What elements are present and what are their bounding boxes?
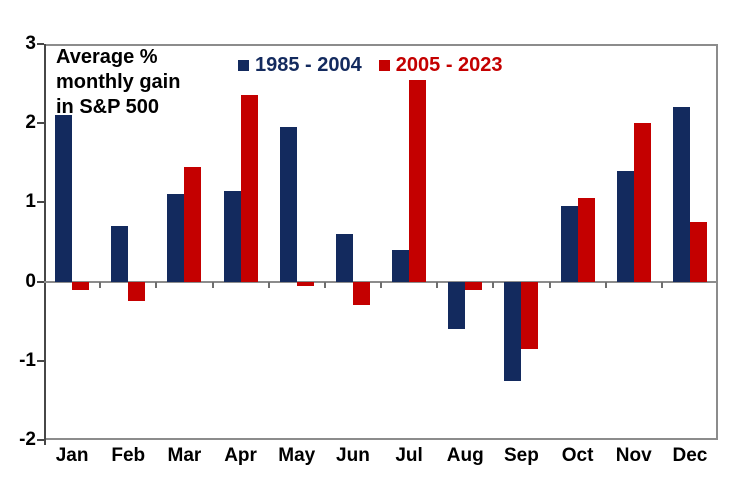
x-tick [211,281,214,288]
y-axis-label-3: 3 [25,33,36,54]
x-axis-label-may: May [278,445,316,466]
x-axis-labels: Jan Feb Mar Apr May Jun Jul Aug Sep Oct Nov Dec [44,445,718,471]
bar-mar-1985-2004 [167,194,185,282]
chart-title: Average % monthly gain in S&P 500 [56,46,181,118]
y-tick [37,201,44,204]
y-axis-label--1: -1 [19,349,36,371]
bar-sep-1985-2004 [504,281,522,381]
bar-jan-2005-2023 [72,281,90,290]
y-axis-label-1: 1 [25,191,36,213]
y-tick [37,359,44,362]
x-tick [604,281,607,288]
bar-jun-1985-2004 [335,234,353,282]
plot-border-bottom [44,438,718,440]
bar-feb-2005-2023 [128,281,146,302]
bar-dec-1985-2004 [672,107,690,282]
bar-aug-1985-2004 [448,281,466,330]
x-axis-label-dec: Dec [672,445,708,466]
x-axis-label-apr: Apr [224,445,257,466]
x-axis-label-aug: Aug [446,445,484,466]
x-axis-label-jun: Jun [336,445,370,466]
y-axis-line [44,44,46,445]
bar-jun-2005-2023 [352,281,370,306]
bar-nov-2005-2023 [633,123,651,282]
bar-aug-2005-2023 [465,281,483,290]
legend: 1985 - 2004 2005 - 2023 [238,55,503,75]
x-tick [323,281,326,288]
legend-label: 2005 - 2023 [395,54,503,76]
x-tick [267,281,270,288]
y-axis-label-2: 2 [25,112,36,134]
x-tick [548,281,551,288]
x-tick [99,281,102,288]
bar-dec-2005-2023 [689,222,707,282]
legend-label: 1985 - 2004 [255,54,362,76]
x-axis-label-nov: Nov [615,445,652,466]
x-axis-label-feb: Feb [111,445,146,466]
bar-may-1985-2004 [279,127,297,282]
bar-may-2005-2023 [296,281,314,286]
bar-mar-2005-2023 [184,166,202,282]
x-tick [155,281,158,288]
legend-item-1985-2004: 1985 - 2004 [238,55,362,75]
legend-swatch-icon [238,59,249,71]
bar-oct-2005-2023 [577,198,595,282]
legend-swatch-icon [378,59,390,71]
bar-jul-1985-2004 [392,249,410,282]
bar-feb-1985-2004 [111,226,129,282]
x-axis-label-oct: Oct [561,445,594,466]
plot-border-top [44,44,718,46]
bar-jan-1985-2004 [55,115,73,282]
bar-nov-1985-2004 [616,170,634,282]
plot-area [37,43,718,445]
x-axis-label-jan: Jan [55,445,89,466]
bar-jul-2005-2023 [409,79,427,282]
bar-apr-2005-2023 [240,95,258,282]
y-axis-label-0: 0 [25,270,36,292]
bar-apr-1985-2004 [223,190,241,282]
x-axis-label-jul: Jul [395,445,423,466]
y-axis-labels: 3 2 1 0 -1 -2 [0,33,36,450]
x-axis-label-mar: Mar [167,445,202,466]
legend-item-2005-2023: 2005 - 2023 [378,54,503,76]
y-tick [37,280,44,283]
x-tick [492,281,495,288]
y-tick [37,439,44,441]
x-axis-label-sep: Sep [503,445,539,466]
y-tick [37,43,44,45]
bar-oct-1985-2004 [560,206,578,282]
bar-sep-2005-2023 [521,281,539,349]
x-tick [380,281,382,288]
y-tick [37,122,44,125]
y-axis-label--2: -2 [19,429,36,450]
x-tick [436,281,439,288]
plot-border-right [716,44,718,440]
x-tick [660,281,663,288]
